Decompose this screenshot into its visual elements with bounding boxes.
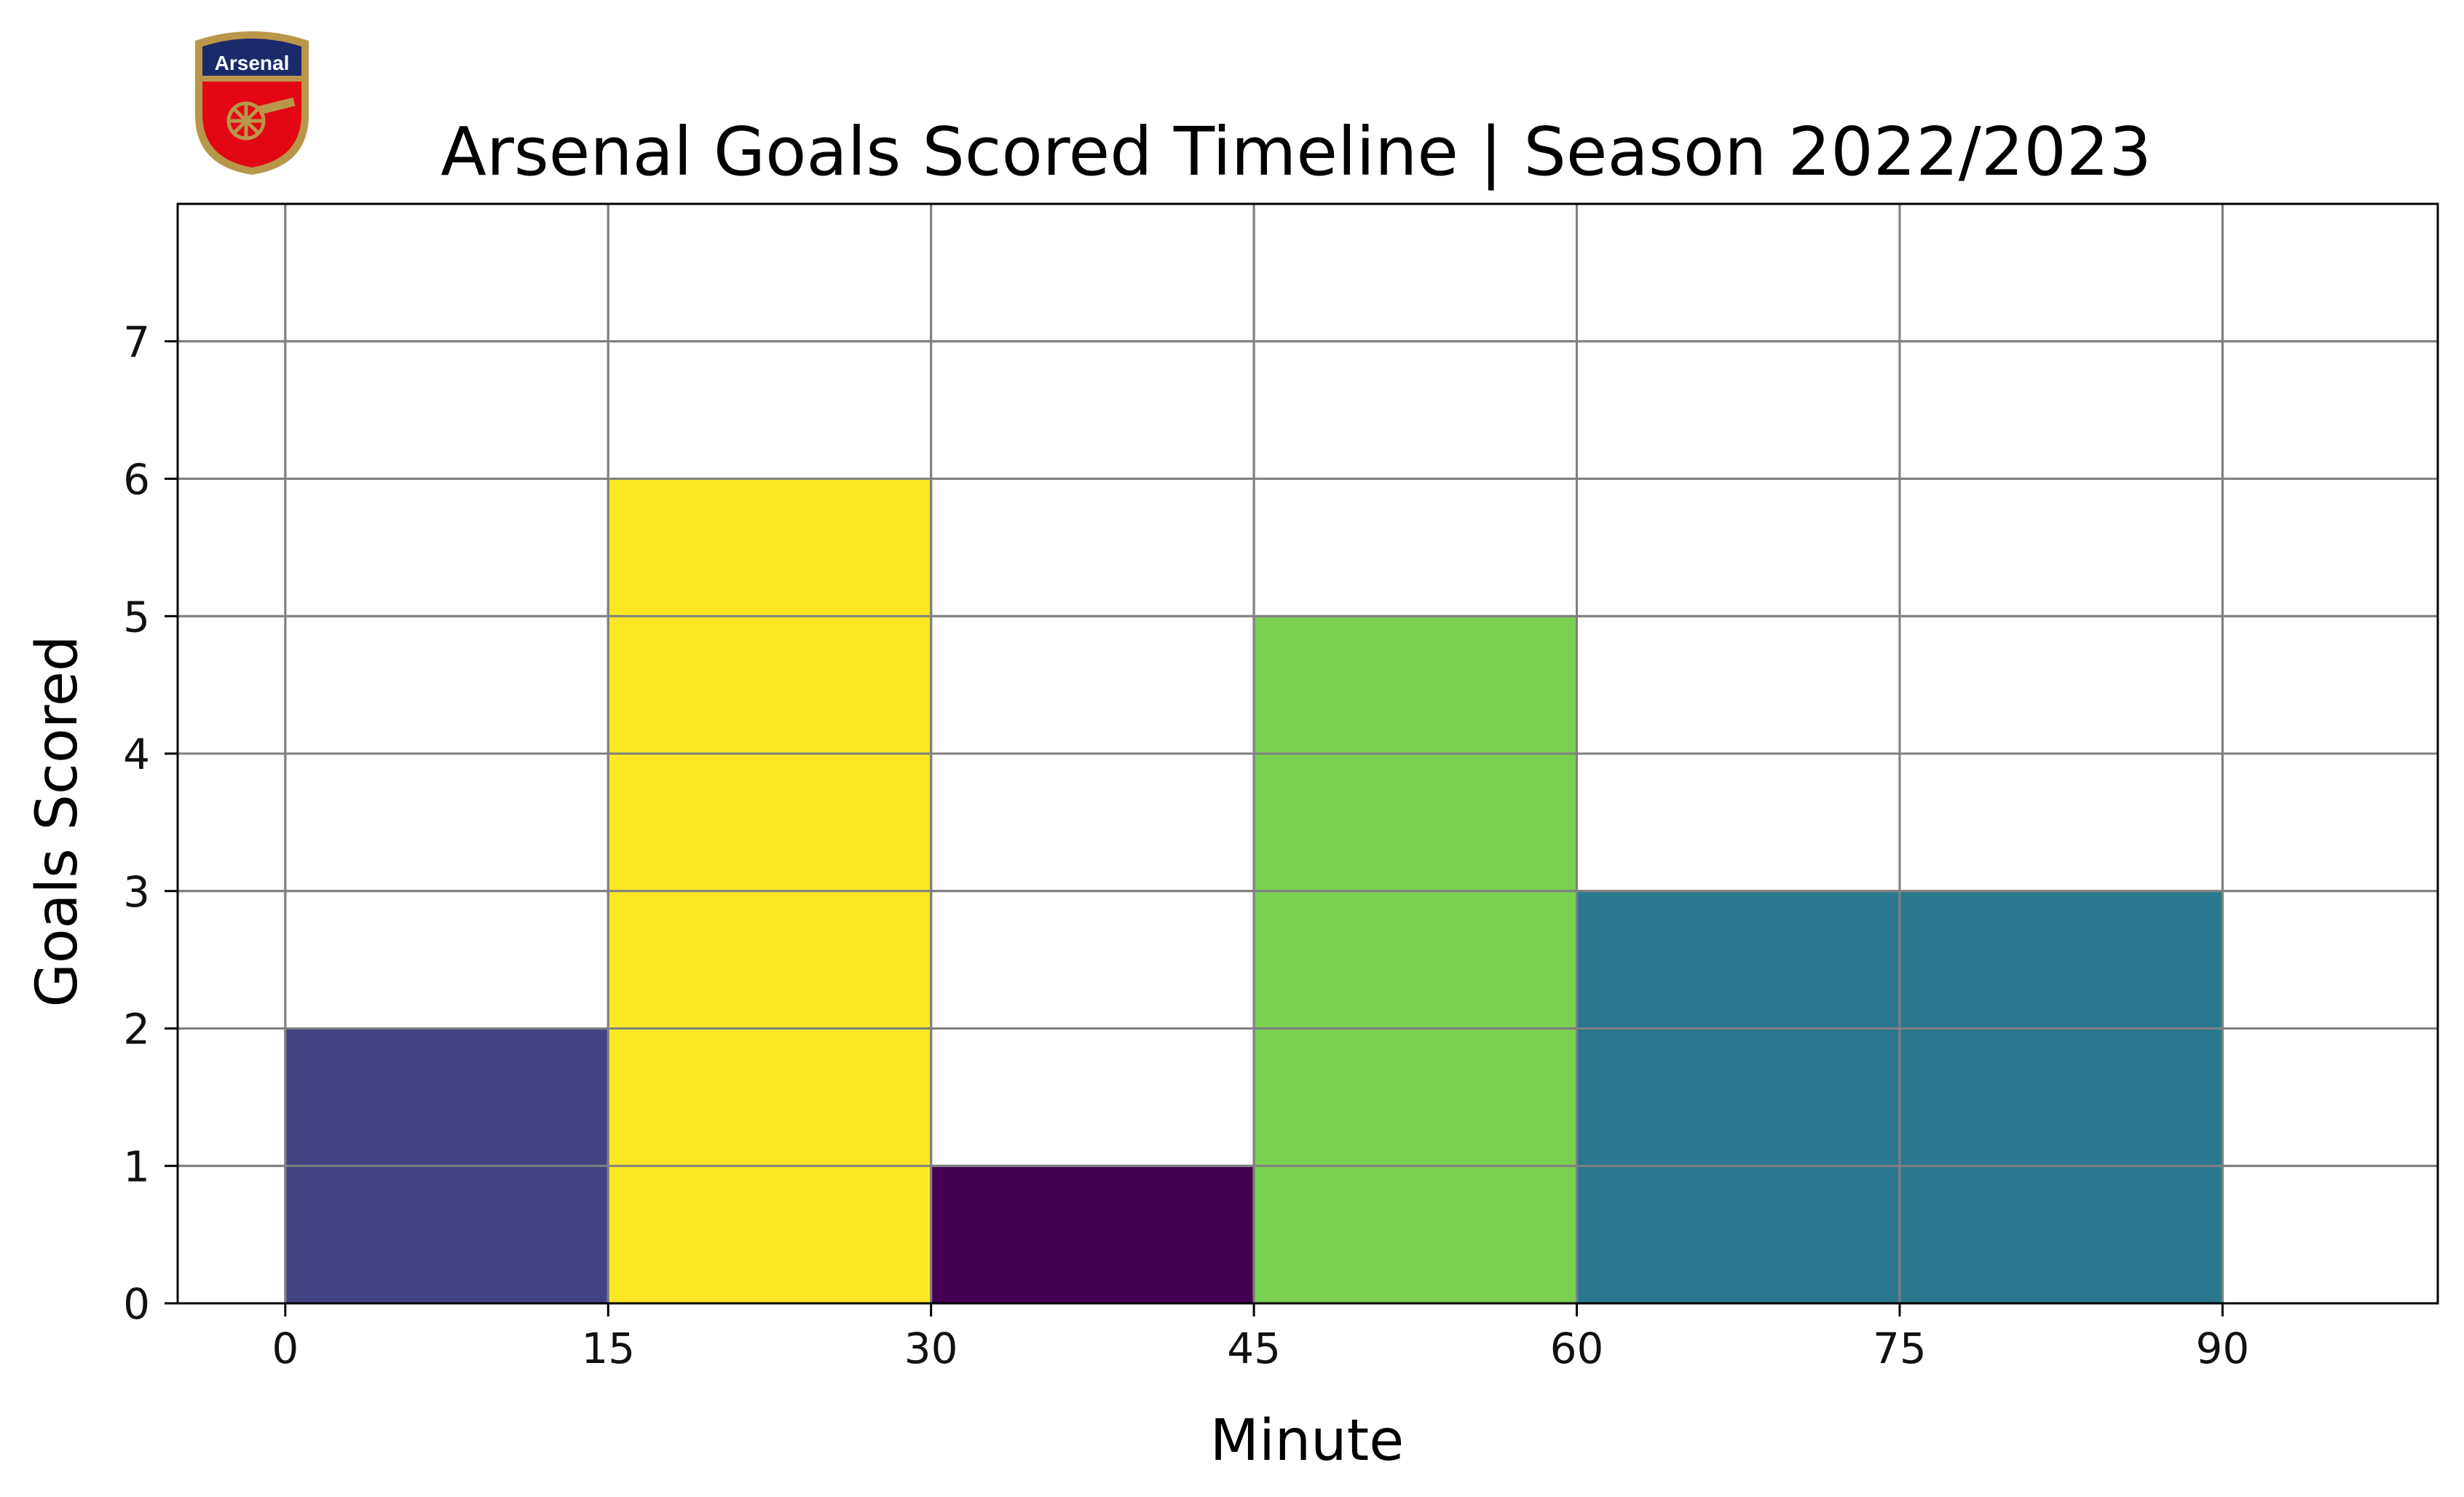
bar-75-90: [1898, 890, 2224, 1305]
y-tick-label: 3: [123, 867, 150, 917]
y-axis-ticks: 0 1 2 3 4 5 6 7: [123, 317, 178, 1329]
y-tick-label: 4: [123, 730, 150, 779]
x-tick-label: 90: [2195, 1324, 2249, 1373]
x-tick-label: 30: [904, 1324, 958, 1373]
chart-title: Arsenal Goals Scored Timeline | Season 2…: [441, 113, 2152, 191]
bar-45-60: [1252, 615, 1579, 1305]
logo-text: Arsenal: [215, 52, 290, 74]
x-tick-label: 45: [1227, 1324, 1281, 1373]
y-tick-label: 0: [123, 1279, 150, 1329]
x-tick-label: 60: [1550, 1324, 1604, 1373]
bar-30-45: [930, 1164, 1255, 1305]
x-axis-ticks: 0 15 30 45 60 75 90: [272, 1303, 2249, 1373]
x-tick-label: 0: [272, 1324, 299, 1373]
x-tick-label: 15: [581, 1324, 635, 1373]
y-tick-label: 1: [123, 1142, 150, 1191]
arsenal-crest-logo: Arsenal: [195, 31, 309, 175]
x-tick-label: 75: [1873, 1324, 1927, 1373]
y-tick-label: 6: [123, 455, 150, 505]
y-tick-label: 7: [123, 317, 150, 367]
y-tick-label: 5: [123, 592, 150, 641]
y-axis-label: Goals Scored: [25, 635, 90, 1007]
y-tick-label: 2: [123, 1005, 150, 1054]
x-axis-label: Minute: [1210, 1408, 1404, 1474]
bar-60-75: [1576, 890, 1901, 1305]
